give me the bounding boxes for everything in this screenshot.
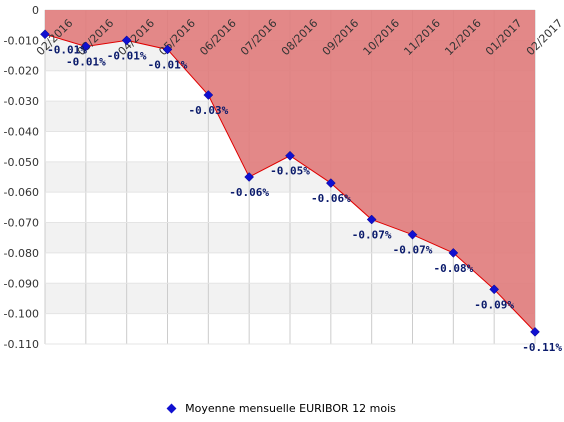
data-label: -0.06% (229, 186, 269, 199)
data-label: -0.11% (522, 341, 562, 354)
data-label: -0.07% (393, 244, 433, 257)
y-axis: 0 -0.010 -0.020 -0.030 -0.040 -0.050 -0.060 -0.… (4, 4, 39, 351)
data-point (448, 248, 459, 258)
data-label: -0.03% (188, 104, 228, 117)
data-point (244, 172, 255, 182)
data-label: -0.05% (270, 165, 310, 178)
y-tick-label: 0 (32, 4, 39, 17)
y-tick-label: -0.100 (4, 308, 39, 321)
y-tick-label: -0.040 (4, 125, 39, 138)
data-label: -0.01% (47, 43, 87, 56)
data-point (80, 41, 91, 52)
chart-area: 0 -0.010 -0.020 -0.030 -0.040 -0.050 -0.060 -0.… (4, 4, 564, 354)
y-tick-label: -0.060 (4, 186, 39, 199)
data-label: -0.01% (148, 58, 188, 71)
legend: Moyenne mensuelle EURIBOR 12 mois (0, 402, 564, 415)
y-tick-label: -0.090 (4, 277, 39, 290)
data-label: -0.08% (433, 262, 473, 275)
y-tick-label: -0.110 (4, 338, 39, 351)
data-point (366, 214, 377, 225)
data-point (121, 35, 132, 46)
y-tick-label: -0.050 (4, 156, 39, 169)
data-point (203, 90, 214, 100)
data-point (40, 29, 50, 40)
data-point (162, 44, 173, 55)
y-tick-label: -0.070 (4, 217, 39, 230)
legend-diamond-icon (166, 403, 177, 413)
data-point (530, 327, 540, 337)
data-label: -0.01% (107, 49, 147, 62)
data-point (407, 229, 418, 240)
y-tick-label: -0.080 (4, 247, 39, 260)
data-label: -0.07% (352, 229, 392, 242)
y-tick-label: -0.030 (4, 95, 39, 108)
data-label: -0.01% (66, 55, 106, 68)
data-markers (40, 29, 540, 337)
legend-label: Moyenne mensuelle EURIBOR 12 mois (185, 402, 396, 415)
data-labels: -0.01%-0.01% -0.01%-0.01%-0.03%-0.06%-0.0… (47, 43, 562, 354)
area-shape (45, 10, 535, 332)
data-point (489, 284, 500, 295)
data-label: -0.06% (311, 192, 351, 205)
y-tick-label: -0.020 (4, 65, 39, 78)
data-label: -0.09% (474, 298, 514, 311)
data-point (325, 178, 336, 188)
y-tick-label: -0.010 (4, 34, 39, 47)
data-point (285, 150, 295, 161)
